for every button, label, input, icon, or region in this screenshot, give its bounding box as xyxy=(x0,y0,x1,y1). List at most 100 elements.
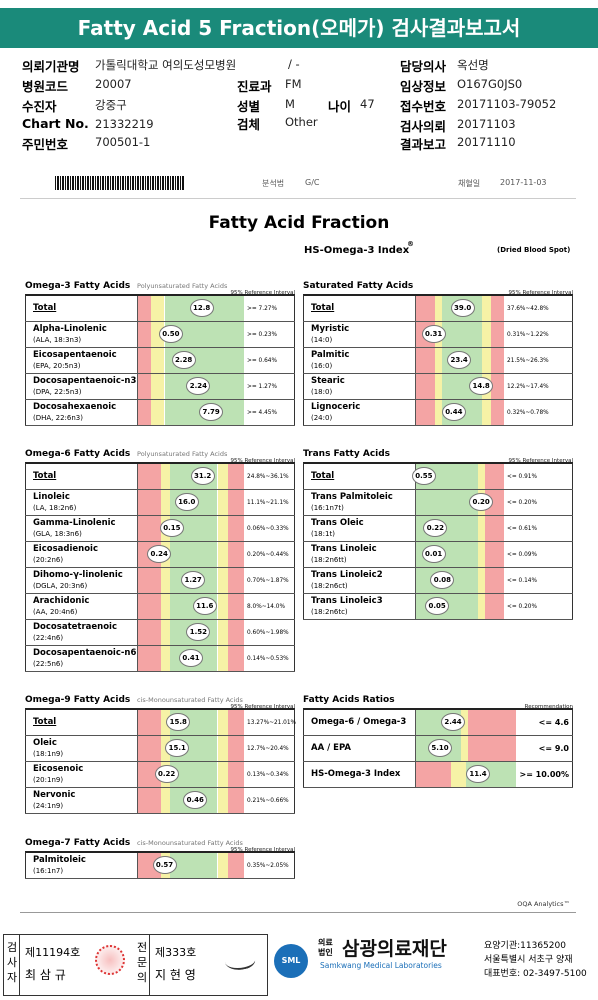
index-mark: ® xyxy=(407,240,414,248)
analyte-name: Docosapentaenoic-n6 xyxy=(33,648,137,658)
analyte-sub: (LA, 18:2n6) xyxy=(33,504,77,512)
analyte-sub: (18:2n6tt) xyxy=(311,556,347,564)
section-title: Omega-7 Fatty Acids xyxy=(25,838,131,848)
gauge-band xyxy=(484,594,504,619)
gauge-band xyxy=(477,594,485,619)
reference-range: >= 7.27% xyxy=(247,306,277,312)
value-bubble: 12.8 xyxy=(189,299,214,317)
gauge-band xyxy=(217,646,229,671)
analyte-name: Trans Linoleic xyxy=(311,544,377,554)
info-label: 병원코드 xyxy=(22,79,69,94)
value-bubble: 0.24 xyxy=(147,545,172,563)
gauge-band xyxy=(217,788,229,813)
gauge-band xyxy=(169,853,218,878)
reference-range: 12.7%~20.4% xyxy=(247,746,289,752)
gauge-band xyxy=(217,853,229,878)
result-row: Eicosenoic (20:1n9) 0.22 0.13%~0.34% xyxy=(25,762,295,788)
ref-header: 95% Reference Interval xyxy=(230,458,295,464)
gauge-band xyxy=(477,542,485,567)
value-bubble: 0.46 xyxy=(183,791,208,809)
gauge: 0.05 xyxy=(415,594,504,619)
gauge-band xyxy=(150,296,165,321)
value-bubble: 5.10 xyxy=(428,739,452,757)
analyte-name: Total xyxy=(311,471,335,481)
value-bubble: 0.01 xyxy=(421,545,446,563)
analyte-sub: (DPA, 22:5n3) xyxy=(33,388,82,396)
gauge: 0.44 xyxy=(415,400,504,425)
sign-role: 전문의 xyxy=(136,941,148,984)
value-bubble: 11.4 xyxy=(466,765,490,783)
value-bubble: 11.6 xyxy=(192,597,217,615)
analyte-name: Docosatetraenoic xyxy=(33,622,117,632)
gauge: 15.1 xyxy=(137,736,244,761)
analyte-name: Docosapentaenoic-n3 xyxy=(33,376,137,386)
gauge: 14.8 xyxy=(415,374,504,399)
value-bubble: 1.52 xyxy=(186,623,211,641)
sign-divider xyxy=(149,934,150,996)
gauge-band xyxy=(468,710,516,735)
barcode xyxy=(55,176,185,190)
sign-divider xyxy=(19,934,20,996)
gauge: 12.8 xyxy=(137,296,244,321)
value-bubble: 0.41 xyxy=(179,649,203,667)
info-label: 성별 xyxy=(237,99,261,114)
gauge-band xyxy=(435,400,443,425)
reference-range: 0.70%~1.87% xyxy=(247,578,289,584)
analyte-name: AA / EPA xyxy=(311,743,352,753)
gauge: 0.22 xyxy=(137,762,244,787)
gauge-band xyxy=(477,464,485,489)
ref-header: 95% Reference Interval xyxy=(230,704,295,710)
gauge-band xyxy=(138,464,162,489)
analyte-sub: (14:0) xyxy=(311,336,333,344)
info-value: 20171110 xyxy=(457,135,516,149)
info-label: 접수번호 xyxy=(400,99,447,114)
gauge-band xyxy=(138,646,162,671)
info-label: 검체 xyxy=(237,117,261,132)
reference-range: <= 4.6 xyxy=(538,718,569,727)
info-value: Other xyxy=(285,115,318,129)
analyte-sub: (DHA, 22:6n3) xyxy=(33,414,83,422)
value-bubble: 0.44 xyxy=(441,403,466,421)
sign-box xyxy=(3,934,268,996)
gauge-band xyxy=(161,646,170,671)
value-bubble: 2.44 xyxy=(441,713,465,731)
info-label: 담당의사 xyxy=(400,59,447,74)
section-title: Fatty Acids Ratios xyxy=(303,695,395,705)
strip-label: 채혈일 xyxy=(458,179,481,188)
specimen: (Dried Blood Spot) xyxy=(497,246,571,254)
gauge-band xyxy=(217,736,229,761)
section-title: Saturated Fatty Acids xyxy=(303,281,414,291)
gauge: 2.28 xyxy=(137,348,244,373)
value-bubble: 15.8 xyxy=(166,713,191,731)
analyte-name: Eicosenoic xyxy=(33,764,84,774)
analyte-name: Myristic xyxy=(311,324,350,334)
analyte-sub: (24:0) xyxy=(311,414,333,422)
analyte-sub: (16:0) xyxy=(311,362,333,370)
analyte-sub: (16:1n7) xyxy=(33,867,64,875)
gauge-band xyxy=(490,296,504,321)
gauge-band xyxy=(161,464,170,489)
gauge-band xyxy=(217,568,229,593)
strip-label: 분석법 xyxy=(262,179,285,188)
reference-range: <= 0.20% xyxy=(507,604,537,610)
gauge: 23.4 xyxy=(415,348,504,373)
analyte-name: Trans Palmitoleic xyxy=(311,492,393,502)
strip-value: G/C xyxy=(305,178,320,187)
result-row: Docosapentaenoic-n3 (DPA, 22:5n3) 2.24 >= 1… xyxy=(25,374,295,400)
value-bubble: 0.20 xyxy=(469,493,494,511)
result-row: Trans Oleic (18:1t) 0.22 <= 0.61% xyxy=(303,516,573,542)
section-title: Trans Fatty Acids xyxy=(303,449,391,459)
analyte-name: Stearic xyxy=(311,376,345,386)
gauge-band xyxy=(138,348,151,373)
analyte-name: Eicosapentaenoic xyxy=(33,350,117,360)
gauge-band xyxy=(217,762,229,787)
info-label: 임상정보 xyxy=(400,79,447,94)
result-row: Oleic (18:1n9) 15.1 12.7%~20.4% xyxy=(25,736,295,762)
gauge-band xyxy=(435,374,443,399)
analyte-name: Trans Linoleic2 xyxy=(311,570,383,580)
result-row: Total 12.8 >= 7.27% xyxy=(25,296,295,322)
analyte-sub: (18:2n6tc) xyxy=(311,608,348,616)
sign-name: 지 현 영 xyxy=(155,968,196,982)
reference-range: >= 0.23% xyxy=(247,332,277,338)
value-bubble: 39.0 xyxy=(450,299,475,317)
